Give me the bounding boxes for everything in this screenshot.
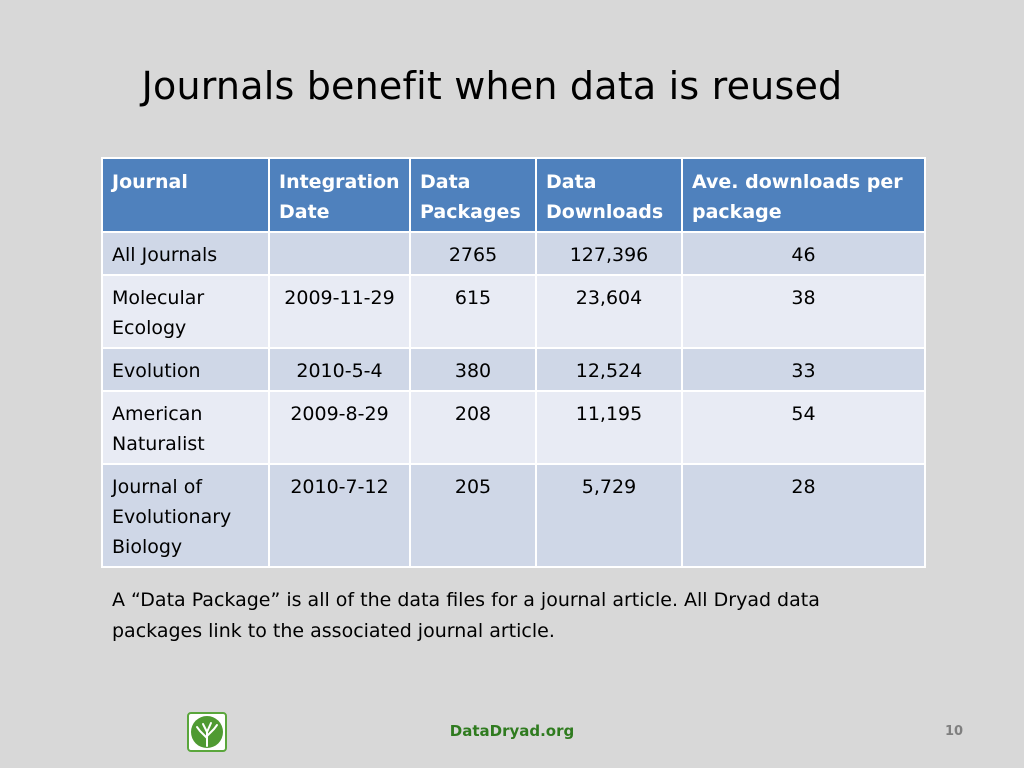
table-row: Evolution 2010-5-4 380 12,524 33: [101, 347, 926, 392]
cell-integration-date: 2010-5-4: [268, 347, 411, 392]
page-number: 10: [944, 724, 964, 739]
cell-ave-downloads: 38: [681, 274, 926, 349]
cell-data-downloads: 12,524: [535, 347, 683, 392]
cell-integration-date: [268, 231, 411, 276]
cell-journal: Evolution: [101, 347, 270, 392]
cell-data-downloads: 11,195: [535, 390, 683, 465]
cell-ave-downloads: 46: [681, 231, 926, 276]
cell-integration-date: 2009-8-29: [268, 390, 411, 465]
table-row: All Journals 2765 127,396 46: [101, 231, 926, 276]
cell-journal: Molecular Ecology: [101, 274, 270, 349]
header-ave-downloads: Ave. downloads per package: [681, 157, 926, 233]
slide-title: Journals benefit when data is reused: [141, 64, 843, 108]
cell-ave-downloads: 54: [681, 390, 926, 465]
cell-data-downloads: 23,604: [535, 274, 683, 349]
table-row: Journal of Evolutionary Biology 2010-7-1…: [101, 463, 926, 568]
cell-ave-downloads: 33: [681, 347, 926, 392]
cell-data-downloads: 5,729: [535, 463, 683, 568]
cell-data-downloads: 127,396: [535, 231, 683, 276]
cell-data-packages: 205: [409, 463, 537, 568]
cell-integration-date: 2010-7-12: [268, 463, 411, 568]
cell-data-packages: 2765: [409, 231, 537, 276]
header-data-downloads: Data Downloads: [535, 157, 683, 233]
header-integration-date: Integration Date: [268, 157, 411, 233]
table-header-row: Journal Integration Date Data Packages D…: [101, 157, 926, 233]
cell-ave-downloads: 28: [681, 463, 926, 568]
cell-data-packages: 380: [409, 347, 537, 392]
table-row: American Naturalist 2009-8-29 208 11,195…: [101, 390, 926, 465]
header-data-packages: Data Packages: [409, 157, 537, 233]
footer-site-link[interactable]: DataDryad.org: [449, 722, 575, 740]
cell-data-packages: 208: [409, 390, 537, 465]
dryad-tree-icon: [187, 712, 227, 752]
cell-integration-date: 2009-11-29: [268, 274, 411, 349]
cell-data-packages: 615: [409, 274, 537, 349]
cell-journal: All Journals: [101, 231, 270, 276]
table-row: Molecular Ecology 2009-11-29 615 23,604 …: [101, 274, 926, 349]
journal-data-table: Journal Integration Date Data Packages D…: [101, 157, 926, 568]
cell-journal: Journal of Evolutionary Biology: [101, 463, 270, 568]
cell-journal: American Naturalist: [101, 390, 270, 465]
header-journal: Journal: [101, 157, 270, 233]
data-package-note: A “Data Package” is all of the data file…: [112, 589, 820, 642]
